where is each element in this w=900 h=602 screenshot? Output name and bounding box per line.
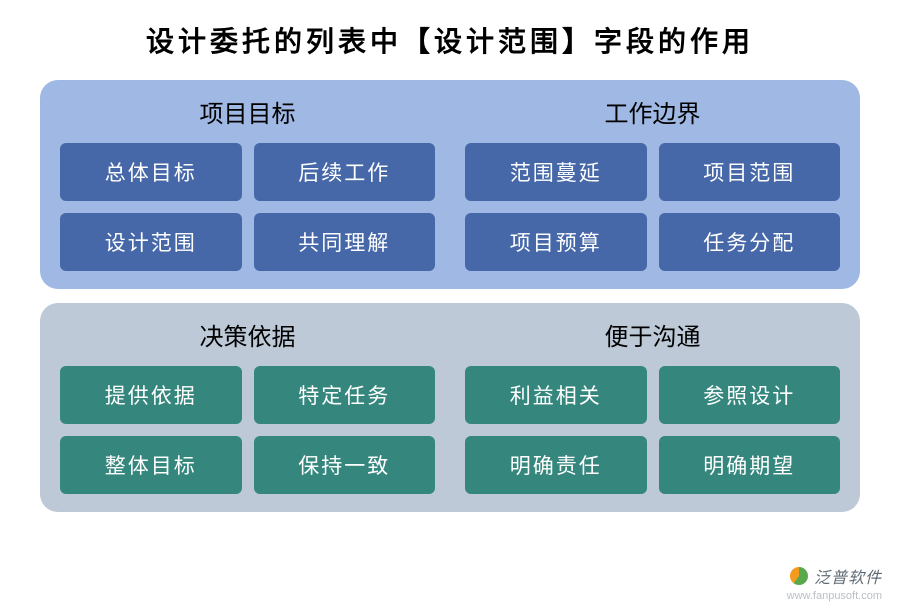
footer-url: www.fanpusoft.com: [787, 590, 882, 602]
card-item: 明确责任: [465, 436, 647, 494]
card-item: 整体目标: [60, 436, 242, 494]
card-item: 利益相关: [465, 366, 647, 424]
card-grid: 总体目标 后续工作 设计范围 共同理解: [60, 143, 435, 271]
column-title: 便于沟通: [465, 317, 840, 352]
column-title: 项目目标: [60, 94, 435, 129]
column-title: 工作边界: [465, 94, 840, 129]
card-item: 任务分配: [659, 213, 841, 271]
column-title: 决策依据: [60, 317, 435, 352]
card-grid: 利益相关 参照设计 明确责任 明确期望: [465, 366, 840, 494]
column-communication: 便于沟通 利益相关 参照设计 明确责任 明确期望: [465, 317, 840, 494]
card-item: 后续工作: [254, 143, 436, 201]
panel-bottom: 决策依据 提供依据 特定任务 整体目标 保持一致 便于沟通 利益相关 参照设计 …: [40, 303, 860, 512]
page-title: 设计委托的列表中【设计范围】字段的作用: [40, 20, 860, 60]
card-item: 总体目标: [60, 143, 242, 201]
card-item: 参照设计: [659, 366, 841, 424]
card-item: 项目预算: [465, 213, 647, 271]
card-item: 明确期望: [659, 436, 841, 494]
panel-top-body: 项目目标 总体目标 后续工作 设计范围 共同理解 工作边界 范围蔓延 项目范围 …: [60, 94, 840, 271]
logo-icon: [790, 567, 808, 585]
column-work-boundary: 工作边界 范围蔓延 项目范围 项目预算 任务分配: [465, 94, 840, 271]
card-item: 特定任务: [254, 366, 436, 424]
column-project-goals: 项目目标 总体目标 后续工作 设计范围 共同理解: [60, 94, 435, 271]
panel-bottom-body: 决策依据 提供依据 特定任务 整体目标 保持一致 便于沟通 利益相关 参照设计 …: [60, 317, 840, 494]
card-grid: 提供依据 特定任务 整体目标 保持一致: [60, 366, 435, 494]
footer-brand: 泛普软件: [790, 564, 882, 588]
card-grid: 范围蔓延 项目范围 项目预算 任务分配: [465, 143, 840, 271]
card-item: 项目范围: [659, 143, 841, 201]
card-item: 共同理解: [254, 213, 436, 271]
card-item: 保持一致: [254, 436, 436, 494]
footer-brand-text: 泛普软件: [814, 564, 882, 588]
card-item: 提供依据: [60, 366, 242, 424]
card-item: 设计范围: [60, 213, 242, 271]
column-decision-basis: 决策依据 提供依据 特定任务 整体目标 保持一致: [60, 317, 435, 494]
panel-top: 项目目标 总体目标 后续工作 设计范围 共同理解 工作边界 范围蔓延 项目范围 …: [40, 80, 860, 289]
card-item: 范围蔓延: [465, 143, 647, 201]
